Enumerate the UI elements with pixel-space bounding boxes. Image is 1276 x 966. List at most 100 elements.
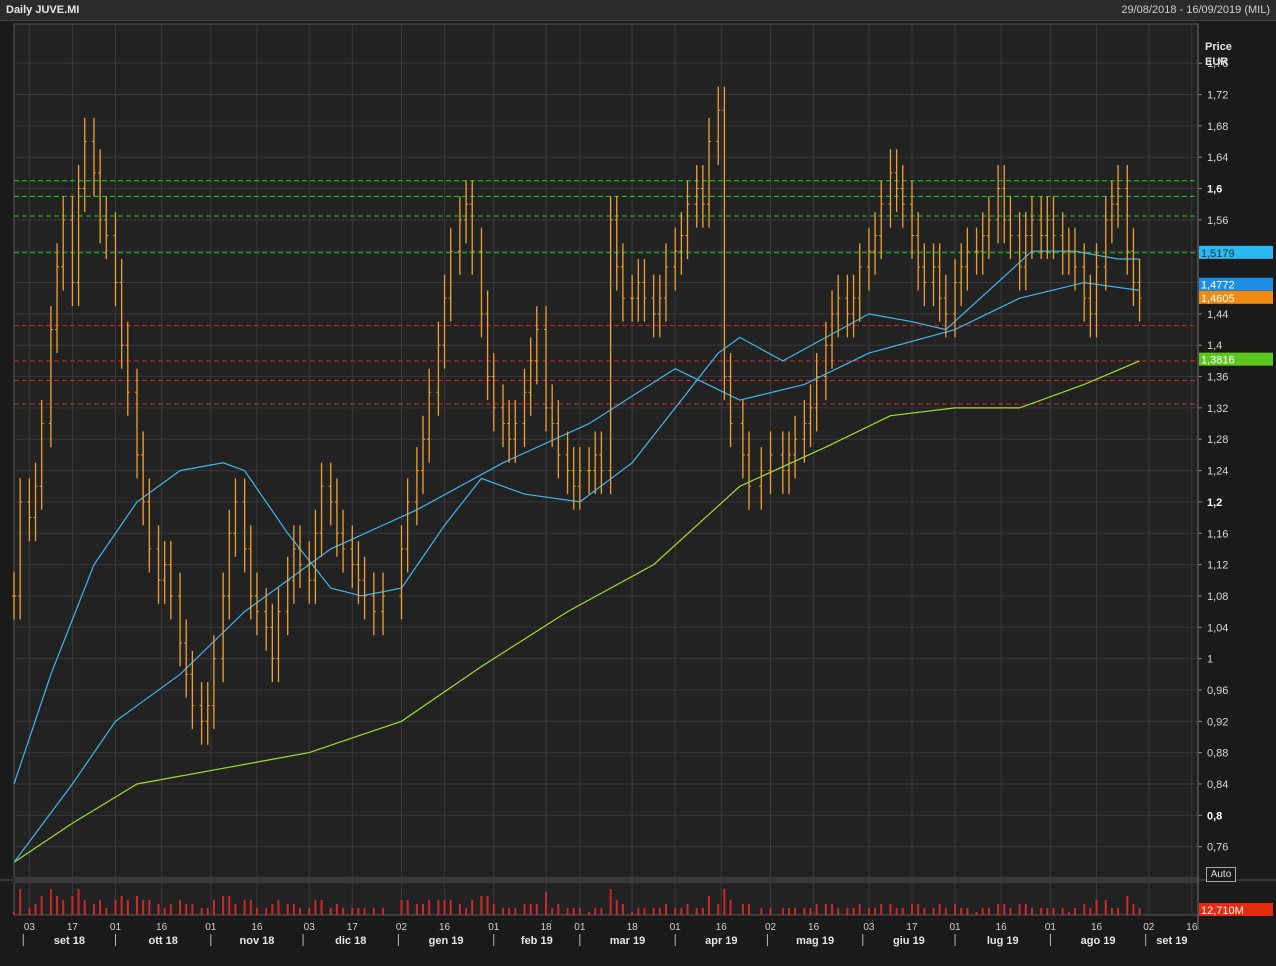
y-tick-label: 1,08: [1207, 591, 1228, 603]
volume-bar: [71, 896, 74, 915]
volume-bar: [292, 904, 295, 915]
volume-bar: [600, 908, 603, 915]
volume-bar: [803, 908, 806, 915]
volume-bar: [13, 912, 15, 915]
volume-bar: [545, 892, 548, 915]
y-tick-label: 0,84: [1207, 779, 1228, 791]
volume-bar: [695, 908, 698, 915]
volume-bar: [77, 889, 80, 915]
last-value-tag: 1,4605: [1199, 290, 1273, 305]
volume-bar: [508, 908, 511, 915]
volume-bar: [741, 904, 744, 915]
x-tick-month-label: lug 19: [987, 935, 1019, 947]
volume-bar: [831, 904, 834, 915]
y-tick-label: 1,44: [1207, 309, 1228, 321]
volume-bar: [1073, 908, 1076, 915]
volume-bar: [938, 904, 941, 915]
x-tick-month-label: mar 19: [610, 935, 645, 947]
volume-bar: [234, 904, 237, 915]
volume-bar: [40, 896, 43, 915]
volume-bar: [824, 904, 827, 915]
volume-bar: [222, 896, 225, 915]
x-tick-month-label: dic 18: [335, 935, 366, 947]
volume-bar: [142, 900, 145, 915]
y-tick-label: 1,68: [1207, 121, 1228, 133]
x-tick-day-label: 02: [396, 922, 408, 933]
volume-bar: [809, 908, 812, 915]
volume-bar: [314, 900, 317, 915]
volume-bar: [1089, 908, 1092, 915]
last-value-tag-bg: [1199, 290, 1273, 304]
x-tick-day-label: 02: [1143, 922, 1155, 933]
volume-bar: [557, 904, 560, 915]
x-tick-day-label: 03: [304, 922, 316, 933]
y-tick-label: 1,72: [1207, 90, 1228, 102]
volume-bar: [1040, 908, 1043, 915]
volume-bar: [1024, 904, 1027, 915]
volume-bar: [846, 908, 849, 915]
x-tick-day-label: 03: [24, 922, 36, 933]
x-tick-day-label: 02: [765, 922, 777, 933]
x-tick-day-label: 01: [1045, 922, 1057, 933]
chart-title: Daily JUVE.MI: [6, 4, 80, 16]
volume-bar: [621, 904, 624, 915]
volume-bar: [901, 908, 904, 915]
volume-bar: [588, 912, 591, 915]
x-tick-day-label: 01: [205, 922, 217, 933]
volume-bar: [400, 900, 403, 915]
volume-bar: [19, 889, 22, 915]
x-tick-day-label: 01: [574, 922, 586, 933]
volume-bar: [787, 908, 790, 915]
x-tick-day-label: 16: [251, 922, 263, 933]
x-tick-day-label: 16: [1186, 922, 1198, 933]
volume-bar: [923, 908, 926, 915]
volume-bar: [535, 904, 538, 915]
volume-bar: [422, 904, 425, 915]
chart-header: Daily JUVE.MI 29/08/2018 - 16/09/2019 (M…: [0, 0, 1276, 21]
volume-bar: [966, 908, 969, 915]
volume-bar: [889, 904, 892, 915]
volume-bar: [609, 889, 612, 915]
volume-bar: [363, 908, 366, 915]
x-tick-day-label: 16: [156, 922, 168, 933]
volume-bar: [465, 908, 468, 915]
last-value-tag: 1,5179: [1199, 245, 1273, 260]
y-tick-label: 1,16: [1207, 528, 1228, 540]
x-tick-day-label: 16: [716, 922, 728, 933]
x-tick-month-label: ago 19: [1081, 935, 1116, 947]
last-value-tag-bg: [1199, 277, 1273, 291]
last-value-tag: 1,3816: [1199, 352, 1273, 367]
auto-scale-button[interactable]: Auto: [1206, 867, 1236, 882]
volume-bar: [760, 908, 763, 915]
x-tick-day-label: 18: [540, 922, 552, 933]
volume-bar: [551, 908, 554, 915]
volume-bar: [428, 900, 431, 915]
volume-bar: [191, 904, 194, 915]
volume-bar: [406, 900, 409, 915]
volume-bar: [1030, 908, 1033, 915]
plot-area: [13, 23, 1199, 879]
volume-bar: [342, 908, 345, 915]
volume-bar: [286, 904, 289, 915]
x-tick-month-label: giu 19: [893, 935, 925, 947]
x-tick-day-label: 01: [670, 922, 682, 933]
volume-bar: [815, 904, 818, 915]
volume-bar: [664, 904, 667, 915]
volume-bar: [960, 908, 963, 915]
volume-bar: [105, 908, 108, 915]
volume-area: [13, 881, 1199, 916]
y-tick-label: 0,76: [1207, 842, 1228, 854]
volume-bar: [114, 900, 117, 915]
volume-bar: [277, 900, 280, 915]
volume-bar: [680, 908, 683, 915]
volume-bar: [658, 908, 661, 915]
x-tick-day-label: 01: [488, 922, 500, 933]
volume-bar: [643, 908, 646, 915]
y-tick-label: 1,64: [1207, 152, 1228, 164]
y-axis-unit: EUR: [1205, 56, 1228, 68]
y-tick-label: 1,6: [1207, 184, 1222, 196]
volume-bar: [723, 889, 726, 915]
volume-bar: [212, 900, 215, 915]
volume-bar: [1003, 904, 1006, 915]
